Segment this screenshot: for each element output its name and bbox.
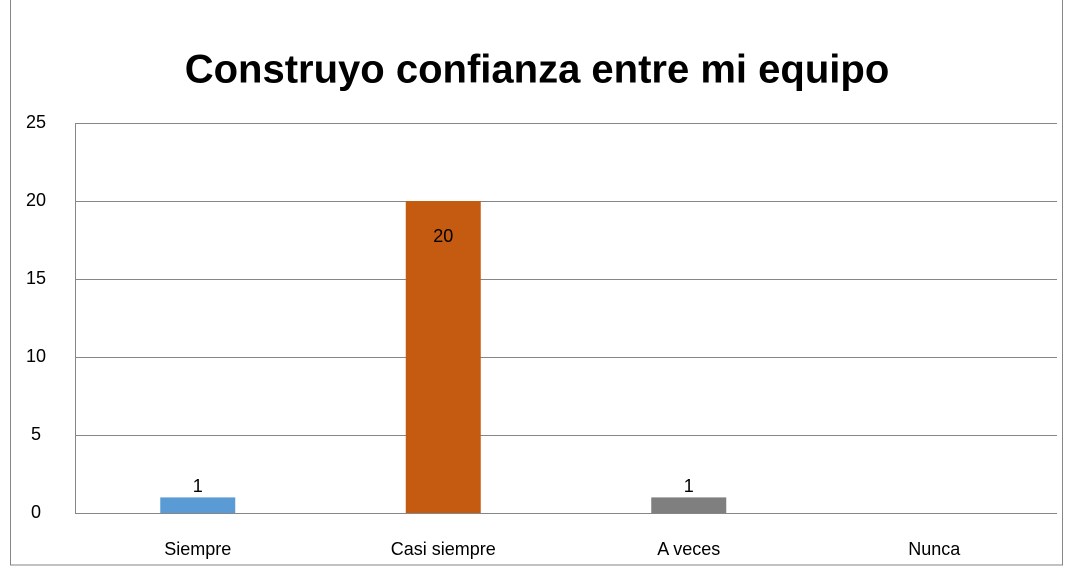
data-label: 1 — [684, 476, 694, 496]
x-tick-label: Casi siempre — [391, 539, 496, 559]
bar — [405, 201, 481, 513]
y-tick-label: 15 — [26, 268, 46, 288]
data-label: 1 — [193, 476, 203, 496]
x-tick-label: Siempre — [164, 539, 231, 559]
x-tick-label: A veces — [657, 539, 720, 559]
y-tick-label: 10 — [26, 346, 46, 366]
data-label: 20 — [433, 226, 453, 246]
y-tick-label: 0 — [31, 502, 41, 522]
y-tick-label: 20 — [26, 190, 46, 210]
x-tick-label: Nunca — [908, 539, 961, 559]
y-tick-label: 25 — [26, 112, 46, 132]
y-tick-label: 5 — [31, 424, 41, 444]
bar — [651, 497, 727, 513]
chart-frame — [10, 0, 1063, 566]
chart-title: Construyo confianza entre mi equipo — [185, 48, 890, 92]
bar — [160, 497, 236, 513]
